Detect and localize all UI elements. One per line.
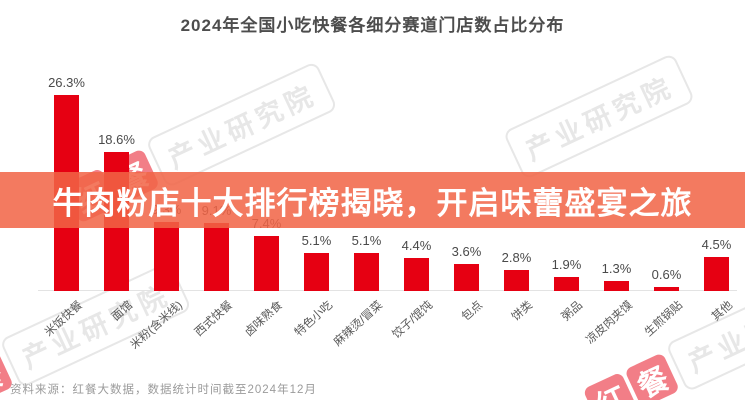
x-axis-label: 饼类: [509, 299, 535, 324]
bar: [304, 253, 329, 291]
bar: [504, 270, 529, 291]
x-axis-label: 其他: [709, 299, 735, 324]
bar: [604, 281, 629, 291]
headline-banner-text: 牛肉粉店十大排行榜揭晓，开启味蕾盛宴之旅: [52, 185, 693, 221]
x-axis-label: 凉皮肉夹馍: [583, 299, 635, 347]
bar-value-label: 1.9%: [551, 257, 582, 272]
bar-value-label: 3.6%: [451, 244, 482, 259]
bar-value-label: 2.8%: [501, 250, 532, 265]
x-axis-label: 面馆: [109, 299, 135, 324]
headline-banner: 牛肉粉店十大排行榜揭晓，开启味蕾盛宴之旅: [0, 172, 745, 228]
source-note: 资料来源：红餐大数据，数据统计时间截至2024年12月: [10, 384, 317, 396]
x-axis-label: 特色小吃: [292, 299, 335, 339]
bar-value-label: 1.3%: [601, 261, 632, 276]
bar-value-label: 5.1%: [351, 233, 382, 248]
bar: [554, 277, 579, 291]
bar: [204, 223, 229, 291]
x-axis-label: 米粉(含米线): [128, 299, 185, 352]
bar: [154, 222, 179, 291]
x-axis-label: 麻辣烫/冒菜: [331, 299, 385, 349]
bar: [404, 258, 429, 291]
bar-value-label: 18.6%: [98, 132, 135, 147]
bar-value-label: 4.5%: [701, 237, 732, 252]
bar-value-label: 26.3%: [48, 75, 85, 90]
bar: [704, 257, 729, 291]
bar: [454, 264, 479, 291]
x-axis-line: [38, 290, 737, 291]
x-axis-label: 粥品: [559, 299, 585, 324]
bar: [254, 236, 279, 291]
bar: [354, 253, 379, 291]
bar-value-label: 5.1%: [301, 233, 332, 248]
bar-value-label: 0.6%: [651, 267, 682, 282]
x-axis-label: 生煎锅贴: [642, 299, 685, 339]
x-axis-label: 卤味熟食: [242, 299, 285, 339]
x-axis-label: 包点: [459, 299, 485, 324]
x-axis-label: 饺子/馄饨: [389, 299, 435, 342]
chart-title: 2024年全国小吃快餐各细分赛道门店数占比分布: [180, 16, 565, 35]
bar: [654, 287, 679, 291]
bar-value-label: 4.4%: [401, 238, 432, 253]
x-axis-label: 西式快餐: [192, 299, 235, 339]
